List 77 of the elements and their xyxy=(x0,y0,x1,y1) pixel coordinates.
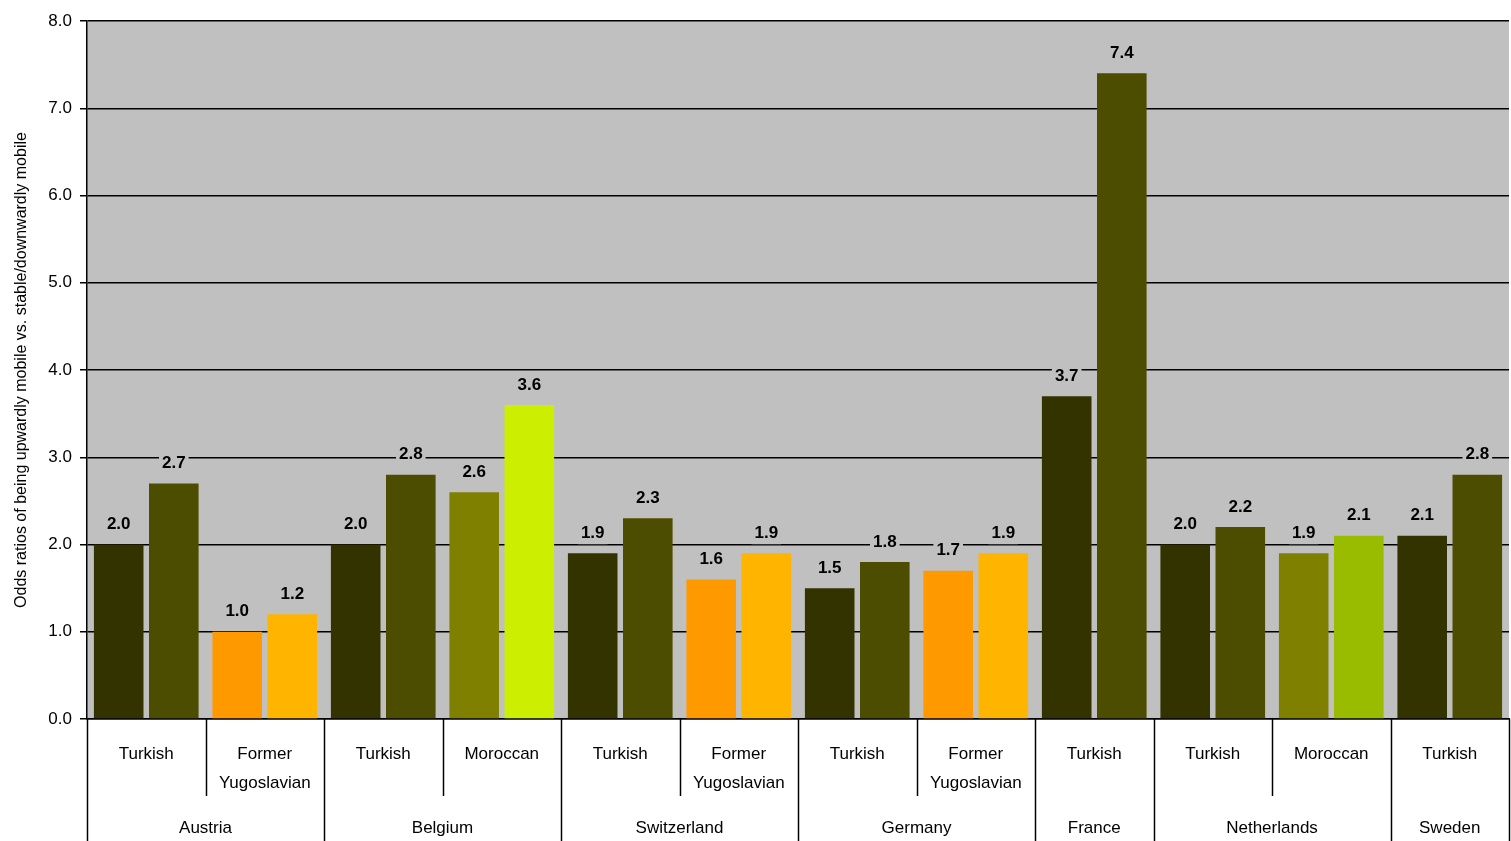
x-tick-label: Turkish xyxy=(1066,743,1122,763)
data-label: 2.8 xyxy=(398,444,423,464)
x-tick-label: Turkish xyxy=(1185,743,1241,763)
data-label: 1.5 xyxy=(817,557,842,577)
data-label: 1.9 xyxy=(991,522,1016,542)
data-label: 2.8 xyxy=(1465,444,1490,464)
x-tick-label: Moroccan xyxy=(464,743,540,763)
text: Switzerland xyxy=(635,817,724,837)
x-tick-label: Turkish xyxy=(118,743,174,763)
data-label: 3.6 xyxy=(517,374,542,394)
bar xyxy=(978,553,1029,719)
x-tick-label: Moroccan xyxy=(1293,743,1369,763)
y-axis-title: Odds ratios of being upwardly mobile vs. stable/downwardly mobile xyxy=(12,132,30,608)
data-label: 2.1 xyxy=(1346,505,1371,525)
x-tick-label: Turkish xyxy=(829,743,885,763)
bar xyxy=(1215,527,1266,719)
y-tick-label: 3.0 xyxy=(48,446,72,466)
y-tick-label: 4.0 xyxy=(48,359,72,379)
bar xyxy=(1397,535,1447,719)
data-label: 1.7 xyxy=(936,540,961,560)
bar xyxy=(923,570,973,719)
data-label: 2.0 xyxy=(343,514,368,534)
bar xyxy=(741,553,792,719)
bar xyxy=(1097,73,1147,719)
text: France xyxy=(1067,817,1121,837)
bar xyxy=(449,492,499,719)
bar xyxy=(330,544,381,719)
x-tick-label: Former Yugoslavian xyxy=(929,743,1022,793)
data-label: 2.0 xyxy=(106,514,131,534)
bar xyxy=(149,483,199,719)
data-label: 1.2 xyxy=(280,583,305,603)
data-label: 2.0 xyxy=(1173,514,1198,534)
data-label: 3.7 xyxy=(1054,365,1079,385)
bar xyxy=(504,404,555,719)
data-label: 1.9 xyxy=(580,522,605,542)
bar xyxy=(623,518,673,719)
data-label: 7.4 xyxy=(1109,43,1135,63)
bar xyxy=(860,561,910,719)
bar xyxy=(1334,535,1384,719)
x-tick-label: Turkish xyxy=(592,743,648,763)
data-label: 2.7 xyxy=(161,453,186,473)
text: Germany xyxy=(881,817,952,837)
text: Austria xyxy=(179,817,233,837)
data-label: 2.1 xyxy=(1410,505,1435,525)
data-label: 2.6 xyxy=(462,461,487,481)
data-label: 2.2 xyxy=(1228,496,1253,516)
bar xyxy=(267,614,318,719)
data-label: 1.8 xyxy=(872,531,897,551)
bar xyxy=(1452,474,1503,719)
text: Netherlands xyxy=(1226,817,1318,837)
data-label: 1.0 xyxy=(225,601,250,621)
text: Belgium xyxy=(411,817,474,837)
x-tick-label: Former Yugoslavian xyxy=(692,743,785,793)
y-tick-label: 8.0 xyxy=(48,10,72,30)
data-label: 1.9 xyxy=(754,522,779,542)
y-tick-label: 0.0 xyxy=(48,708,72,728)
x-tick-label: Turkish xyxy=(355,743,411,763)
y-tick-label: 6.0 xyxy=(48,185,72,205)
bar xyxy=(804,588,855,719)
bar xyxy=(1041,396,1092,719)
data-label: 2.3 xyxy=(635,488,660,508)
text: Sweden xyxy=(1419,817,1481,837)
y-tick-label: 5.0 xyxy=(48,272,72,292)
bar xyxy=(1278,553,1329,719)
data-label: 1.6 xyxy=(699,549,724,569)
data-label: 1.9 xyxy=(1291,522,1316,542)
x-tick-label: Former Yugoslavian xyxy=(218,743,311,793)
x-tick-label: Turkish xyxy=(1422,743,1478,763)
bar xyxy=(386,474,436,719)
y-tick-label: 7.0 xyxy=(48,97,72,117)
bar xyxy=(567,553,618,719)
bar xyxy=(1160,544,1210,719)
y-tick-label: 1.0 xyxy=(48,621,72,641)
bar xyxy=(212,631,262,719)
bar xyxy=(686,579,736,719)
bar xyxy=(93,544,144,719)
y-tick-label: 2.0 xyxy=(48,534,72,554)
